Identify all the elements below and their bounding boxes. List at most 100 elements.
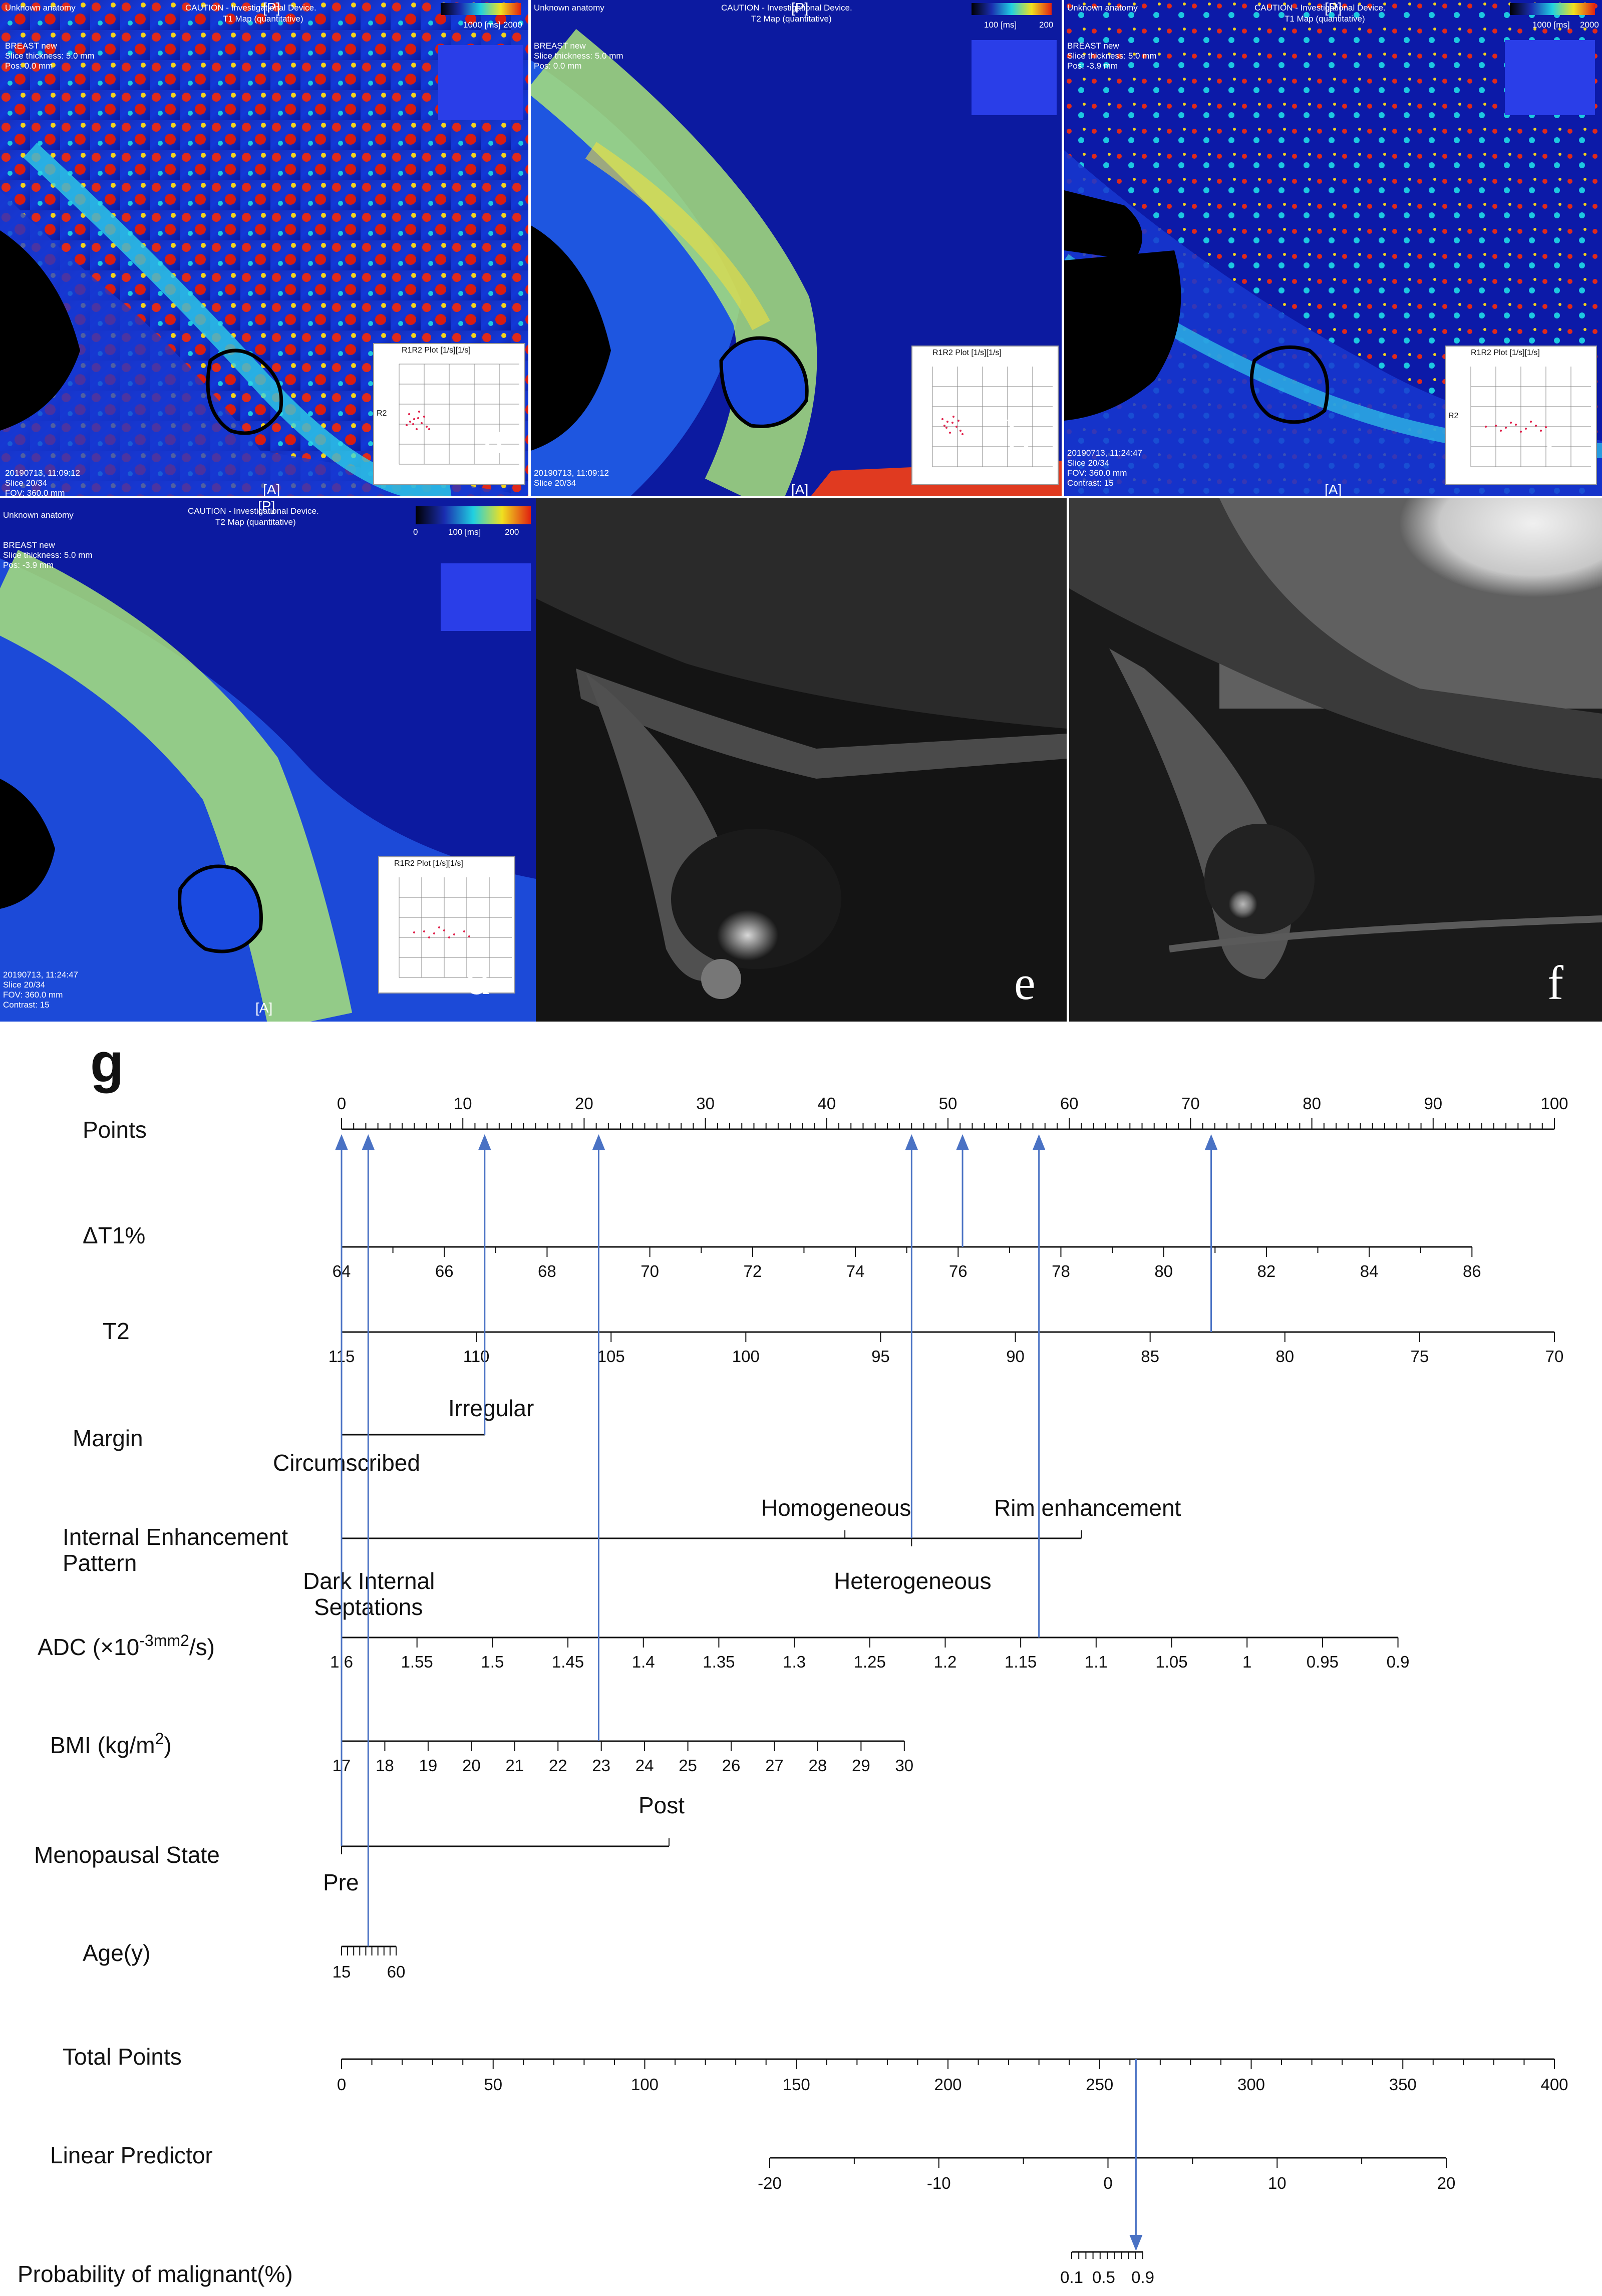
t2-tick-label: 90 [1006,1347,1025,1366]
example-arrow-head [478,1134,491,1150]
bmi-tick-label: 22 [549,1756,567,1775]
row-label-age: Age(y) [83,1940,150,1966]
menopausal-option-pre: Pre [323,1869,359,1895]
slice-index: Slice 20/34 [1067,458,1110,468]
adc-tick-label: 0.9 [1387,1653,1410,1671]
row-label-total-points: Total Points [63,2044,182,2070]
inset-scatter [1470,367,1591,467]
colorbar-max: 200 [1039,20,1054,30]
contrast-label: Contrast: 15 [1067,478,1114,488]
adc-tick-label: 1.15 [1005,1653,1037,1671]
colorbar [972,3,1052,15]
points-tick-label: 50 [939,1094,957,1113]
grayscale-mri-image [536,498,1067,1022]
iep-option-homogeneous: Homogeneous [761,1495,911,1521]
delta-t1-tick-label: 68 [538,1262,556,1280]
caution-label: CAUTION - Investigational Device. [721,3,852,13]
slice-thickness: Slice thickness: 5.0 mm [534,51,623,61]
bmi-tick-label: 27 [765,1756,784,1775]
colorbar [416,506,531,524]
adc-tick-label: 1 [1242,1653,1251,1671]
orientation-top: [P] [258,498,275,514]
caution-label: CAUTION - Investigational Device. [185,3,316,13]
slice-thickness: Slice thickness: 5.0 mm [1067,51,1157,61]
map-title: T2 Map (quantitative) [751,14,832,24]
inset-y-label: R2 [377,409,387,418]
t1-map-image [0,0,528,496]
bmi-tick-label: 18 [376,1756,394,1775]
linear-predictor-tick-label: 20 [1437,2174,1456,2192]
position-label: Pos: -3.9 mm [3,560,54,570]
example-arrow-head [592,1134,605,1150]
points-tick-label: 10 [454,1094,472,1113]
row-label-linear-predictor: Linear Predictor [50,2142,213,2168]
iep-option-heterogeneous: Heterogeneous [834,1568,992,1594]
r1r2-plot-inset: R1R2 Plot [1/s][1/s] [911,346,1059,485]
row-label-points: Points [83,1117,147,1143]
adc-tick-label: 1.5 [481,1653,504,1671]
r1r2-plot-inset: R1R2 Plot [1/s][1/s] R2 [1445,346,1597,485]
bmi-tick-label: 25 [679,1756,697,1775]
timestamp: 20190713, 11:09:12 [5,468,80,478]
colorbar-mid: 100 [ms] [448,527,481,537]
delta-t1-tick-label: 78 [1052,1262,1070,1280]
total-points-tick-label: 350 [1389,2075,1417,2094]
r1r2-plot-inset: R1R2 Plot [1/s][1/s] R2 [373,343,525,485]
panel-letter-f: f [1547,956,1563,1010]
bmi-tick-label: 29 [852,1756,870,1775]
nomogram-example-arrows [335,1134,1218,2251]
bmi-tick-label: 28 [809,1756,827,1775]
linear-predictor-tick-label: -20 [758,2174,782,2192]
bmi-tick-label: 20 [462,1756,481,1775]
points-tick-label: 0 [337,1094,346,1113]
anatomy-label: Unknown anatomy [3,510,74,520]
inset-y-label: R2 [1448,412,1459,420]
t2-map-image [531,0,1062,496]
t2-tick-label: 85 [1141,1347,1159,1366]
age-tick-label: 60 [387,1962,406,1981]
grayscale-mri-image [1069,498,1602,1022]
probability-arrow-head [1129,2235,1143,2251]
age-tick-label: 15 [333,1962,351,1981]
panel-c-t1-map: Unknown anatomy CAUTION - Investigationa… [1064,0,1602,496]
colorbar-mid: 1000 [ms] [463,20,501,30]
position-label: Pos: 0.0 mm [5,61,53,71]
probability-tick-label: 0.9 [1131,2268,1154,2286]
colorbar-mid: 1000 [ms] [1532,20,1570,30]
linear-predictor-tick-label: -10 [927,2174,951,2192]
map-title: T2 Map (quantitative) [215,517,296,527]
panel-a-t1-map: Unknown anatomy CAUTION - Investigationa… [0,0,528,496]
delta-t1-tick-label: 70 [640,1262,659,1280]
delta-t1-tick-label: 66 [435,1262,454,1280]
bmi-tick-label: 30 [895,1756,913,1775]
linear-predictor-tick-label: 0 [1103,2174,1112,2192]
slice-thickness: Slice thickness: 5.0 mm [3,550,93,560]
t2-tick-label: 100 [732,1347,760,1366]
points-tick-label: 90 [1424,1094,1442,1113]
row-label-margin: Margin [73,1425,143,1451]
panel-letter-a: a [483,410,505,464]
example-arrow-head [905,1134,918,1150]
points-tick-label: 100 [1540,1094,1568,1113]
inset-title: R1R2 Plot [1/s][1/s] [1471,349,1540,357]
slice-index: Slice 20/34 [3,980,46,990]
menopausal-option-post: Post [638,1792,685,1818]
position-label: Pos: -3.9 mm [1067,61,1118,71]
total-points-tick-label: 300 [1237,2075,1265,2094]
bmi-tick-label: 24 [635,1756,654,1775]
delta-t1-tick-label: 74 [846,1262,865,1280]
orientation-bottom: [A] [255,1000,273,1016]
row-label-delta-t1: ΔT1% [83,1222,145,1248]
anatomy-label: Unknown anatomy [5,3,76,13]
panel-f-mri: f [1069,498,1602,1022]
iep-option-rim-enhancement: Rim enhancement [994,1495,1181,1521]
colorbar-mid: 100 [ms] [984,20,1017,30]
series-label: BREAST new [3,540,55,550]
colorbar-max: 200 [505,527,519,537]
total-points-tick-label: 400 [1540,2075,1568,2094]
adc-tick-label: 1.2 [934,1653,957,1671]
adc-tick-label: 0.95 [1307,1653,1339,1671]
row-label-iep-line2: Pattern [63,1550,137,1576]
orientation-top: [P] [263,0,280,16]
